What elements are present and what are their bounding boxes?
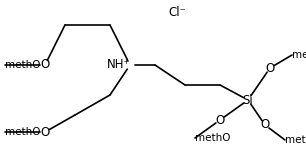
Text: methO: methO [285, 135, 306, 145]
Text: O: O [40, 125, 50, 138]
Text: NH⁺: NH⁺ [106, 59, 130, 71]
Text: Si: Si [243, 94, 253, 106]
Text: methO: methO [292, 50, 306, 60]
Text: O: O [40, 59, 50, 71]
Text: methO: methO [5, 60, 40, 70]
Text: Cl⁻: Cl⁻ [168, 5, 186, 19]
Text: methO: methO [5, 127, 40, 137]
Text: O: O [215, 114, 225, 127]
Text: O: O [265, 62, 274, 75]
Text: O: O [260, 119, 270, 132]
Text: methO: methO [195, 133, 230, 143]
